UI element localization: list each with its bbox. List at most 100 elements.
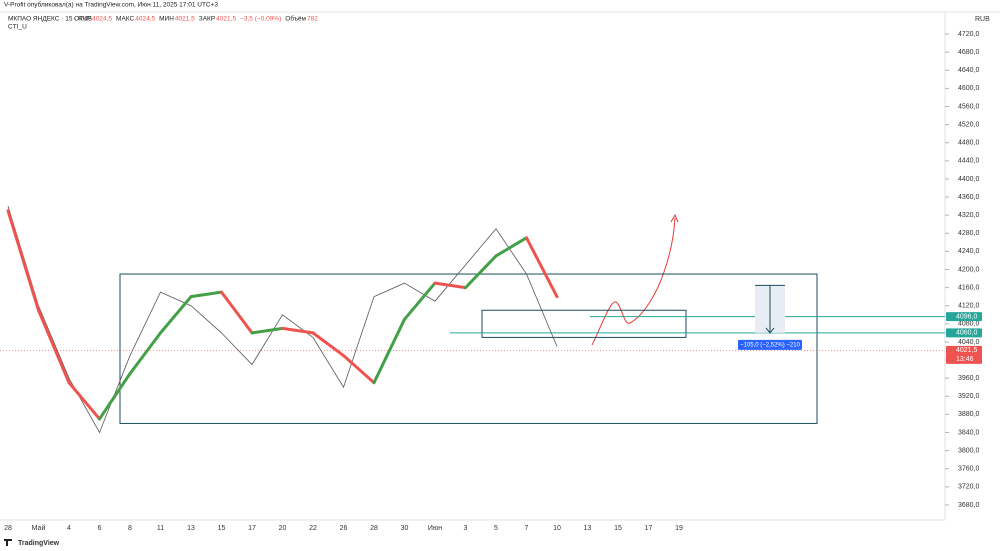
y-tick-label: 3760,0: [958, 466, 980, 473]
level-tag: [946, 312, 982, 322]
x-tick-label: Май: [32, 524, 46, 532]
x-tick-label: 20: [279, 525, 287, 532]
brand-logo: [4, 539, 12, 546]
y-tick-label: 4560,0: [958, 103, 980, 110]
y-tick-label: 4720,0: [958, 31, 980, 38]
x-tick-label: 15: [614, 525, 622, 532]
y-tick-label: 4200,0: [958, 266, 980, 273]
x-tick-label: 15: [218, 525, 226, 532]
ohlc-label: МАКС: [116, 16, 134, 23]
x-tick-label: 13: [584, 525, 592, 532]
ohlc-value: 4021,5: [175, 16, 195, 23]
ohlc-label: ОТКР: [74, 16, 91, 23]
x-tick-label: 17: [248, 525, 256, 532]
y-tick-label: 3960,0: [958, 375, 980, 382]
countdown: 13:46: [956, 356, 974, 363]
x-tick-label: 8: [128, 525, 132, 532]
forecast-path: [591, 217, 676, 346]
currency: RUB: [975, 16, 990, 23]
volume-label: Объём: [285, 15, 306, 23]
y-tick-label: 3840,0: [958, 429, 980, 436]
ohlc-value: 4024,5: [135, 16, 155, 23]
price-line: [7, 205, 558, 434]
change: −3,5 (−0,09%): [240, 16, 281, 23]
indicator-segment: [372, 317, 406, 385]
measure-arrowhead: [765, 327, 775, 334]
x-tick-label: 30: [401, 525, 409, 532]
brand: TradingView: [18, 540, 60, 547]
indicator-name: CTI_U: [8, 24, 27, 31]
indicator-segment: [281, 326, 315, 335]
forecast-arrowhead: [670, 213, 679, 223]
y-tick-label: 3680,0: [958, 502, 980, 509]
level-tag-label: 4060,0: [956, 330, 978, 337]
last-price-tag: [946, 345, 982, 364]
y-tick-label: 4520,0: [958, 121, 980, 128]
ohlc-value: 4024,5: [92, 16, 112, 23]
zone-box: [481, 309, 687, 338]
x-tick-label: 28: [4, 525, 12, 532]
y-tick-label: 4120,0: [958, 303, 980, 310]
measure-label: −105,0 (−2,52%) −210: [740, 342, 801, 348]
y-tick-label: 4160,0: [958, 284, 980, 291]
last-price-label: 4021,5: [956, 347, 978, 354]
level-tag-label: 4096,0: [956, 313, 978, 320]
indicator-segment: [464, 254, 498, 290]
indicator-segment: [342, 354, 376, 385]
x-tick-label: 26: [340, 525, 348, 532]
zone-box: [119, 273, 818, 424]
symbol: МКПАО ЯНДЕКС · 15 · RUS: [8, 16, 93, 23]
indicator-segment: [250, 326, 284, 335]
y-tick-label: 4400,0: [958, 176, 980, 183]
indicator-segment: [525, 236, 559, 299]
x-tick-label: 5: [494, 525, 498, 532]
indicator-segment: [311, 331, 345, 358]
x-tick-label: 11: [157, 525, 164, 532]
y-tick-label: 4440,0: [958, 158, 980, 165]
indicator-segment: [37, 308, 71, 385]
y-tick-label: 4680,0: [958, 49, 980, 56]
indicator-segment: [403, 281, 437, 321]
indicator-segment: [128, 331, 162, 376]
indicator-segment: [220, 290, 254, 335]
measure-label-box: [738, 339, 802, 350]
x-tick-label: 4: [67, 525, 71, 532]
level-tag: [946, 328, 982, 338]
ohlc-value: 4021,5: [216, 16, 236, 23]
x-tick-label: 3: [464, 525, 468, 532]
y-tick-label: 4280,0: [958, 230, 980, 237]
indicator-segment: [159, 295, 193, 335]
y-tick-label: 3800,0: [958, 447, 980, 454]
x-tick-label: 6: [98, 525, 102, 532]
x-tick-label: 10: [553, 525, 561, 532]
volume: 782: [307, 16, 318, 23]
x-tick-label: 13: [187, 525, 195, 532]
ohlc-label: ЗАКР: [199, 16, 215, 23]
indicator-segment: [189, 290, 223, 299]
y-tick-label: 4320,0: [958, 212, 980, 219]
y-tick-label: 4600,0: [958, 85, 980, 92]
y-tick-label: 4240,0: [958, 248, 980, 255]
x-tick-label: 7: [525, 525, 529, 532]
y-tick-label: 3720,0: [958, 484, 980, 491]
x-tick-label: 28: [370, 525, 378, 532]
ohlc-label: МИН: [159, 16, 174, 23]
y-tick-label: 4080,0: [958, 321, 980, 328]
indicator-segment: [67, 381, 101, 421]
y-tick-label: 4360,0: [958, 194, 980, 201]
y-tick-label: 3920,0: [958, 393, 980, 400]
x-tick-label: 17: [645, 525, 653, 532]
indicator-segment: [494, 236, 528, 258]
x-tick-label: 22: [309, 525, 317, 532]
author-line: V-Profit опубликовал(а) на TradingView.c…: [4, 1, 218, 9]
indicator-segment: [433, 281, 467, 290]
x-tick-label: 19: [675, 525, 683, 532]
indicator-segment: [6, 209, 40, 312]
x-tick-label: Июн: [428, 525, 442, 532]
y-tick-label: 4480,0: [958, 140, 980, 147]
indicator-segment: [98, 372, 132, 421]
y-tick-label: 4640,0: [958, 67, 980, 74]
y-tick-label: 4040,0: [958, 339, 980, 346]
y-tick-label: 3880,0: [958, 411, 980, 418]
